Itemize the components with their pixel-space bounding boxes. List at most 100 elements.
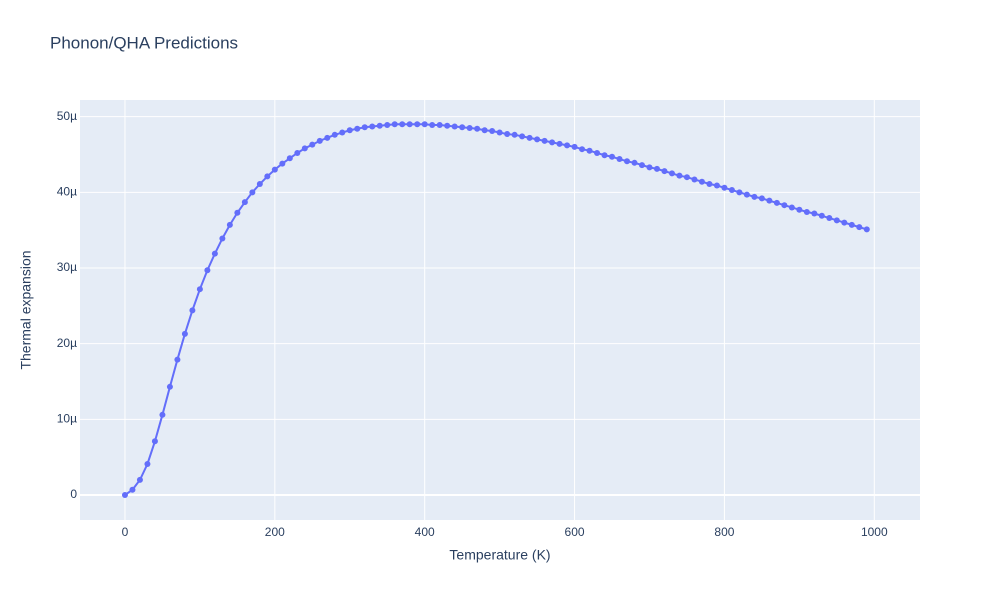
plot-area xyxy=(80,100,920,520)
marker xyxy=(534,136,541,143)
marker xyxy=(489,128,496,135)
marker xyxy=(211,250,218,257)
y-tick-label: 20µ xyxy=(57,336,77,350)
marker xyxy=(691,176,698,183)
marker xyxy=(279,160,286,167)
marker xyxy=(579,146,586,153)
marker xyxy=(683,174,690,181)
marker xyxy=(429,121,436,128)
marker xyxy=(226,221,233,228)
marker xyxy=(136,476,143,483)
marker xyxy=(444,122,451,129)
marker xyxy=(144,461,151,467)
marker xyxy=(773,199,780,206)
x-tick-label: 1000 xyxy=(861,525,888,539)
marker xyxy=(736,189,743,196)
marker xyxy=(758,195,765,202)
marker xyxy=(301,145,308,152)
marker xyxy=(204,267,211,274)
x-tick-label: 200 xyxy=(265,525,285,539)
marker xyxy=(159,411,166,418)
marker xyxy=(166,383,173,390)
marker xyxy=(369,123,376,130)
marker xyxy=(526,134,533,141)
marker xyxy=(556,140,563,147)
chart-title: Phonon/QHA Predictions xyxy=(50,33,238,52)
marker xyxy=(788,204,795,211)
line xyxy=(124,123,868,496)
marker xyxy=(466,125,473,131)
marker xyxy=(781,202,788,209)
marker xyxy=(151,438,158,445)
marker xyxy=(324,134,331,141)
marker xyxy=(174,356,181,363)
marker xyxy=(616,156,623,163)
marker xyxy=(601,152,608,159)
marker xyxy=(294,149,301,156)
marker xyxy=(196,286,203,293)
marker xyxy=(436,121,443,128)
marker xyxy=(481,127,488,134)
marker xyxy=(751,193,758,200)
marker xyxy=(856,224,863,231)
marker xyxy=(406,121,413,128)
marker xyxy=(848,221,855,228)
marker xyxy=(803,209,810,215)
marker xyxy=(331,131,338,138)
x-tick-label: 400 xyxy=(415,525,435,539)
marker xyxy=(361,124,368,131)
marker xyxy=(121,492,128,499)
marker xyxy=(661,168,668,175)
marker xyxy=(271,166,278,173)
marker xyxy=(571,143,578,150)
marker xyxy=(354,125,361,132)
marker xyxy=(653,165,660,172)
marker xyxy=(496,129,503,136)
y-tick-label: 40µ xyxy=(57,184,77,198)
marker xyxy=(646,164,653,171)
marker xyxy=(586,147,593,154)
marker xyxy=(391,121,398,128)
marker xyxy=(264,173,271,180)
marker xyxy=(181,330,188,337)
marker xyxy=(609,153,616,160)
marker xyxy=(504,131,511,138)
marker xyxy=(519,133,526,140)
marker xyxy=(698,178,705,185)
marker xyxy=(826,215,833,222)
marker xyxy=(676,172,683,179)
marker xyxy=(189,307,196,314)
marker xyxy=(668,170,675,177)
marker xyxy=(511,131,518,138)
y-tick-label: 0 xyxy=(70,487,77,501)
marker xyxy=(316,137,323,144)
marker xyxy=(219,235,226,242)
y-axis-label: Thermal expansion xyxy=(18,250,34,369)
marker xyxy=(376,122,383,129)
marker xyxy=(414,121,421,128)
marker xyxy=(346,127,353,134)
marker xyxy=(339,129,346,136)
marker xyxy=(863,226,870,233)
marker xyxy=(234,209,241,216)
y-tick-label: 30µ xyxy=(57,260,77,274)
marker xyxy=(421,121,428,128)
marker xyxy=(743,191,750,198)
x-tick-label: 600 xyxy=(565,525,585,539)
x-tick-label: 0 xyxy=(122,525,129,539)
marker xyxy=(624,158,631,165)
marker xyxy=(249,189,256,196)
marker xyxy=(451,123,458,130)
marker xyxy=(638,162,645,169)
marker xyxy=(129,486,136,493)
marker xyxy=(631,159,638,166)
marker xyxy=(811,210,818,217)
marker xyxy=(818,212,825,219)
marker xyxy=(841,219,848,226)
marker xyxy=(713,182,720,189)
marker xyxy=(706,181,713,187)
marker xyxy=(459,124,466,131)
marker xyxy=(286,155,293,162)
marker xyxy=(594,149,601,156)
